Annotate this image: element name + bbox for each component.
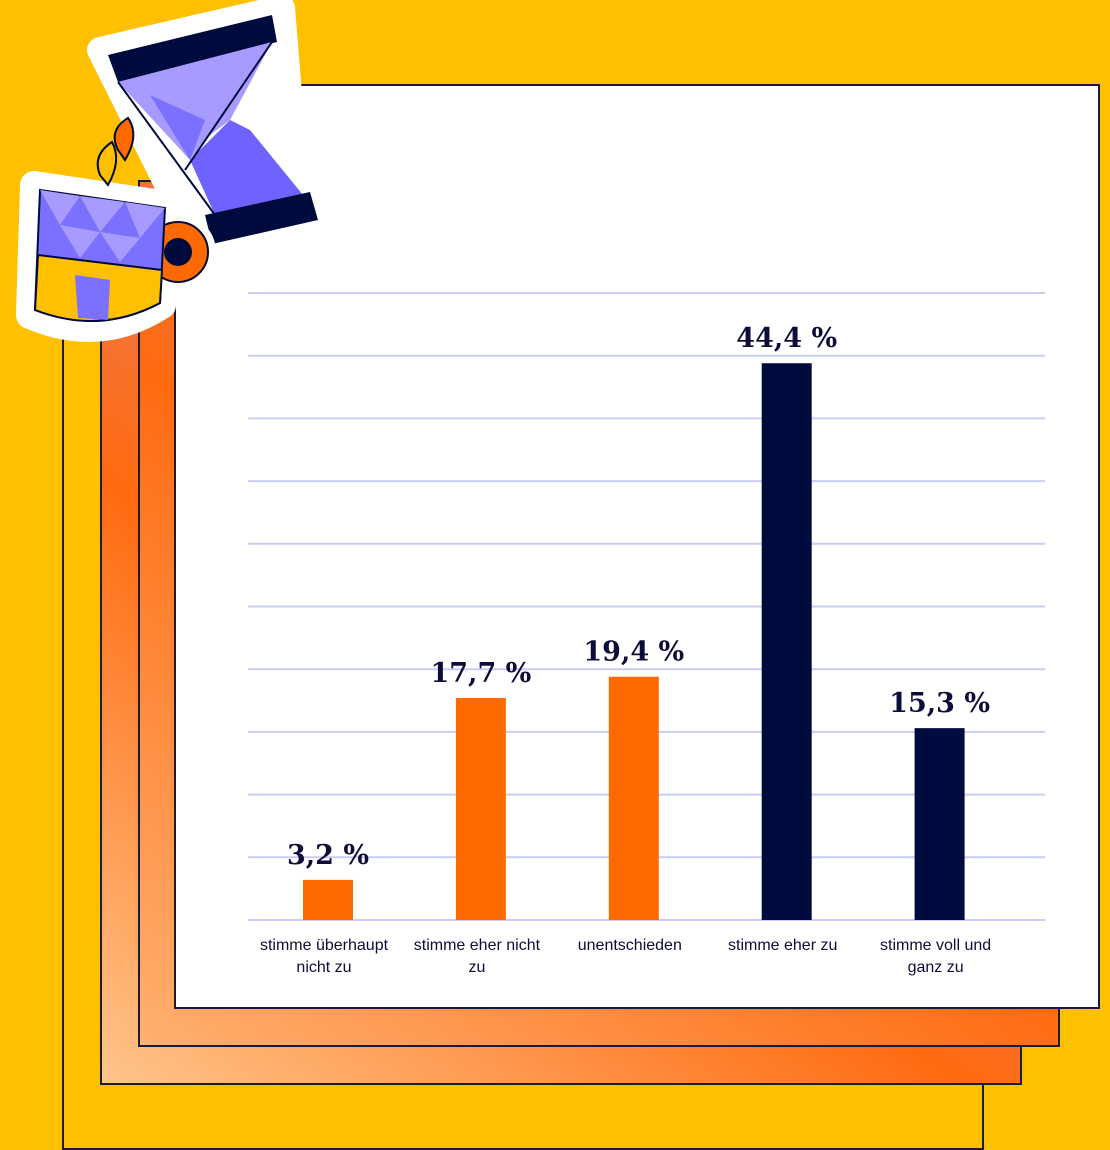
grid-lines [248,292,1045,921]
category-labels: stimme überhaupt nicht zu stimme eher nich… [260,937,991,976]
category-label: stimme eher zu [728,937,837,954]
category-label: stimme überhaupt [260,937,389,954]
bar [761,363,812,920]
bar-chart: 3,2 % 17,7 % 19,4 % 44,4 % 15,3 % stimme übe… [248,292,1045,976]
category-label: ganz zu [908,959,964,976]
illustration [16,0,318,342]
coffee-cup-icon [16,116,216,342]
bar [303,879,353,920]
value-label: 3,2 % [287,840,369,871]
category-label: nicht zu [296,959,351,976]
category-label: stimme eher nicht [414,937,541,954]
bars [303,363,965,920]
category-label: unentschieden [578,937,682,954]
category-label: stimme voll und [880,937,991,954]
value-labels: 3,2 % 17,7 % 19,4 % 44,4 % 15,3 % [287,323,990,871]
bar [455,698,506,920]
value-label: 17,7 % [430,658,531,689]
value-label: 44,4 % [736,323,837,354]
bar [608,676,659,920]
value-label: 15,3 % [889,688,990,719]
bar [914,728,965,920]
hourglass-icon [87,0,318,273]
value-label: 19,4 % [583,637,684,668]
category-label: zu [468,959,485,976]
